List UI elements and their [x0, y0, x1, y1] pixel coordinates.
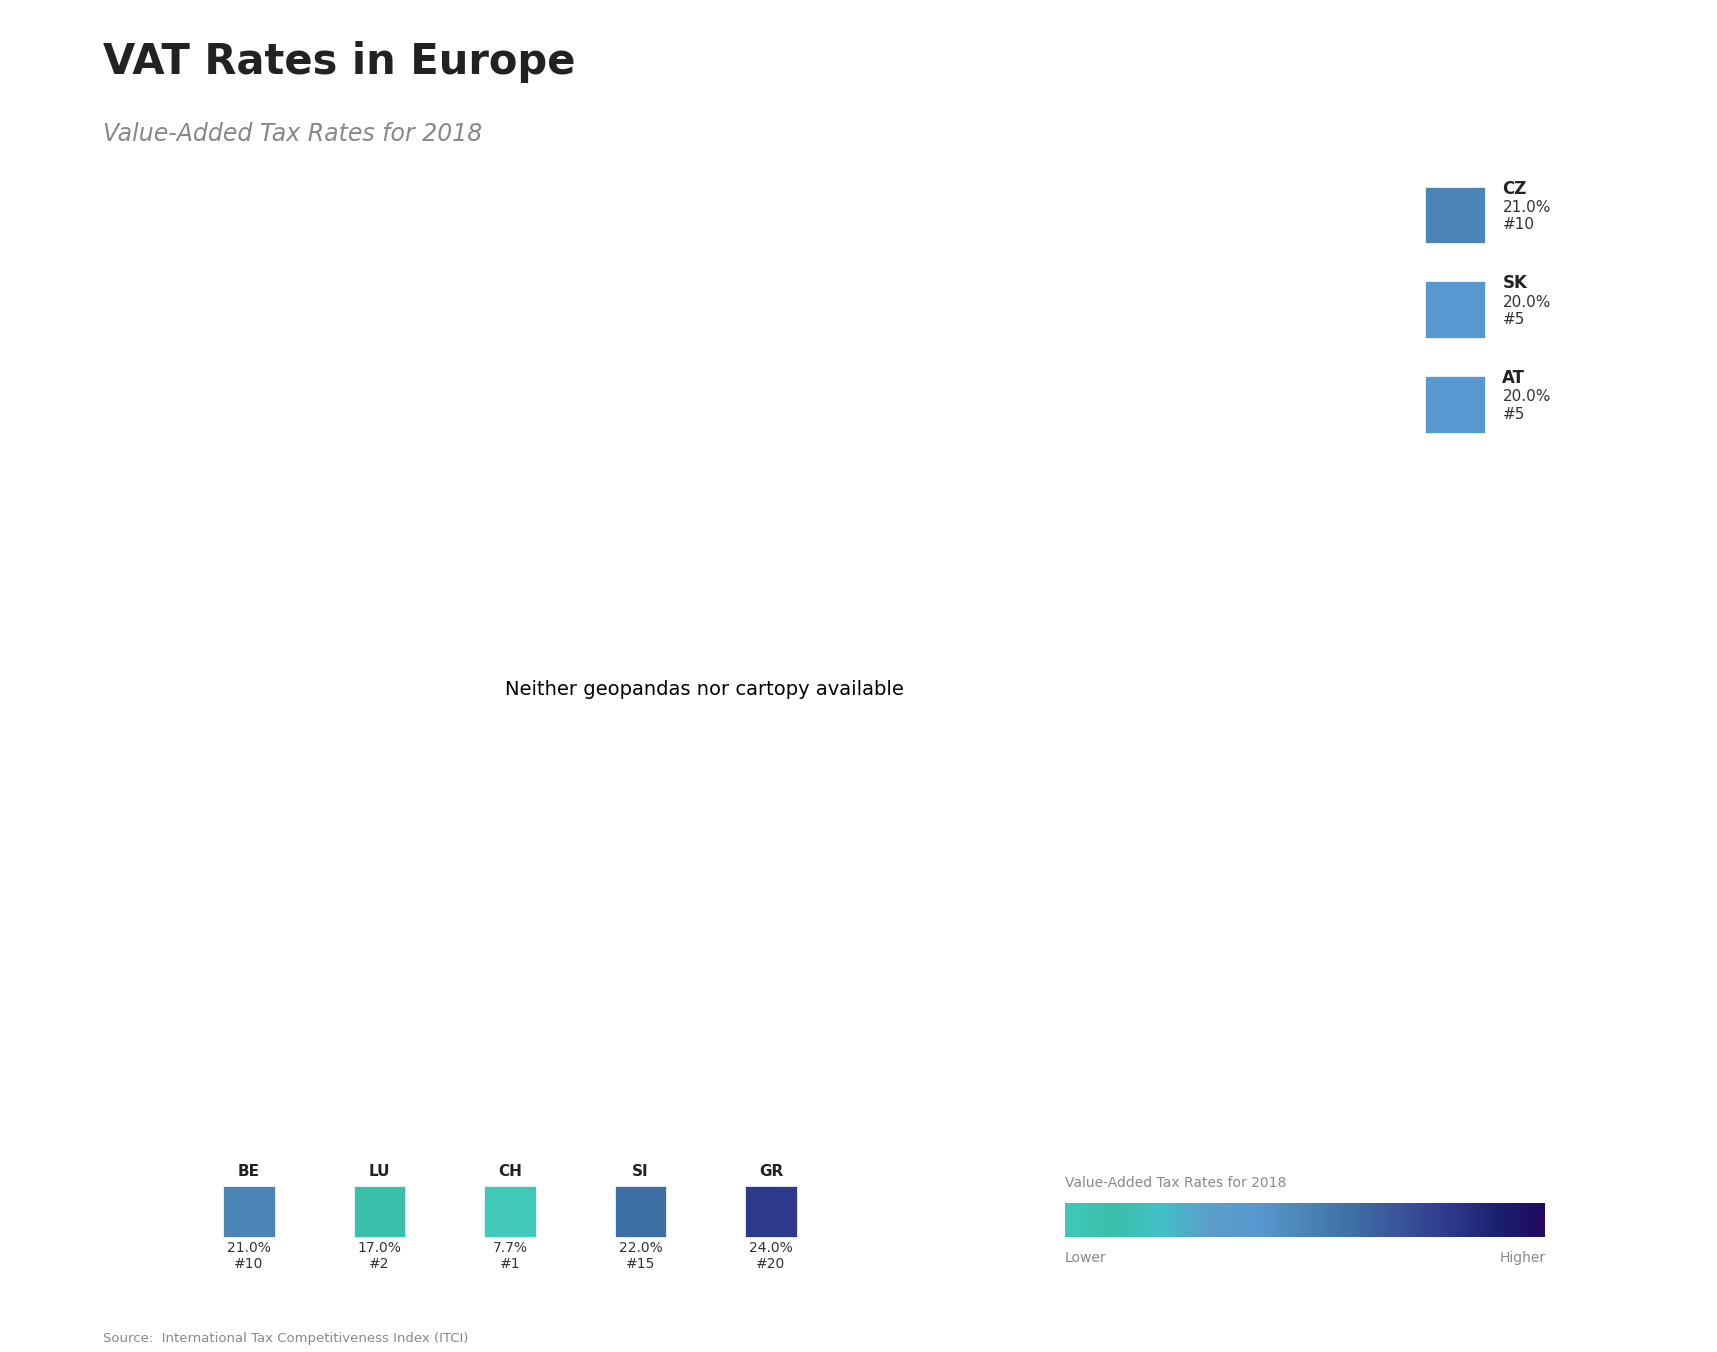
- Text: AT: AT: [1502, 369, 1525, 387]
- Text: Higher: Higher: [1499, 1251, 1545, 1264]
- Text: GR: GR: [759, 1164, 783, 1179]
- Text: CZ: CZ: [1502, 180, 1526, 197]
- Text: Neither geopandas nor cartopy available: Neither geopandas nor cartopy available: [505, 680, 903, 699]
- Text: 17.0%
#2: 17.0% #2: [357, 1241, 402, 1271]
- Text: CH: CH: [498, 1164, 522, 1179]
- Text: SK: SK: [1502, 274, 1526, 292]
- Text: Source:  International Tax Competitiveness Index (ITCI): Source: International Tax Competitivenes…: [103, 1332, 469, 1345]
- Text: SI: SI: [632, 1164, 649, 1179]
- Text: Lower: Lower: [1065, 1251, 1106, 1264]
- Text: 21.0%
#10: 21.0% #10: [227, 1241, 271, 1271]
- Text: 20.0%
#5: 20.0% #5: [1502, 389, 1550, 422]
- Text: VAT Rates in Europe: VAT Rates in Europe: [103, 41, 575, 82]
- Text: BE: BE: [239, 1164, 259, 1179]
- Text: 22.0%
#15: 22.0% #15: [618, 1241, 663, 1271]
- Text: Value-Added Tax Rates for 2018: Value-Added Tax Rates for 2018: [1065, 1176, 1286, 1190]
- Text: 24.0%
#20: 24.0% #20: [749, 1241, 793, 1271]
- Text: 21.0%
#10: 21.0% #10: [1502, 200, 1550, 233]
- Text: Value-Added Tax Rates for 2018: Value-Added Tax Rates for 2018: [103, 122, 482, 146]
- Text: 20.0%
#5: 20.0% #5: [1502, 295, 1550, 327]
- Text: LU: LU: [369, 1164, 390, 1179]
- Text: 7.7%
#1: 7.7% #1: [493, 1241, 527, 1271]
